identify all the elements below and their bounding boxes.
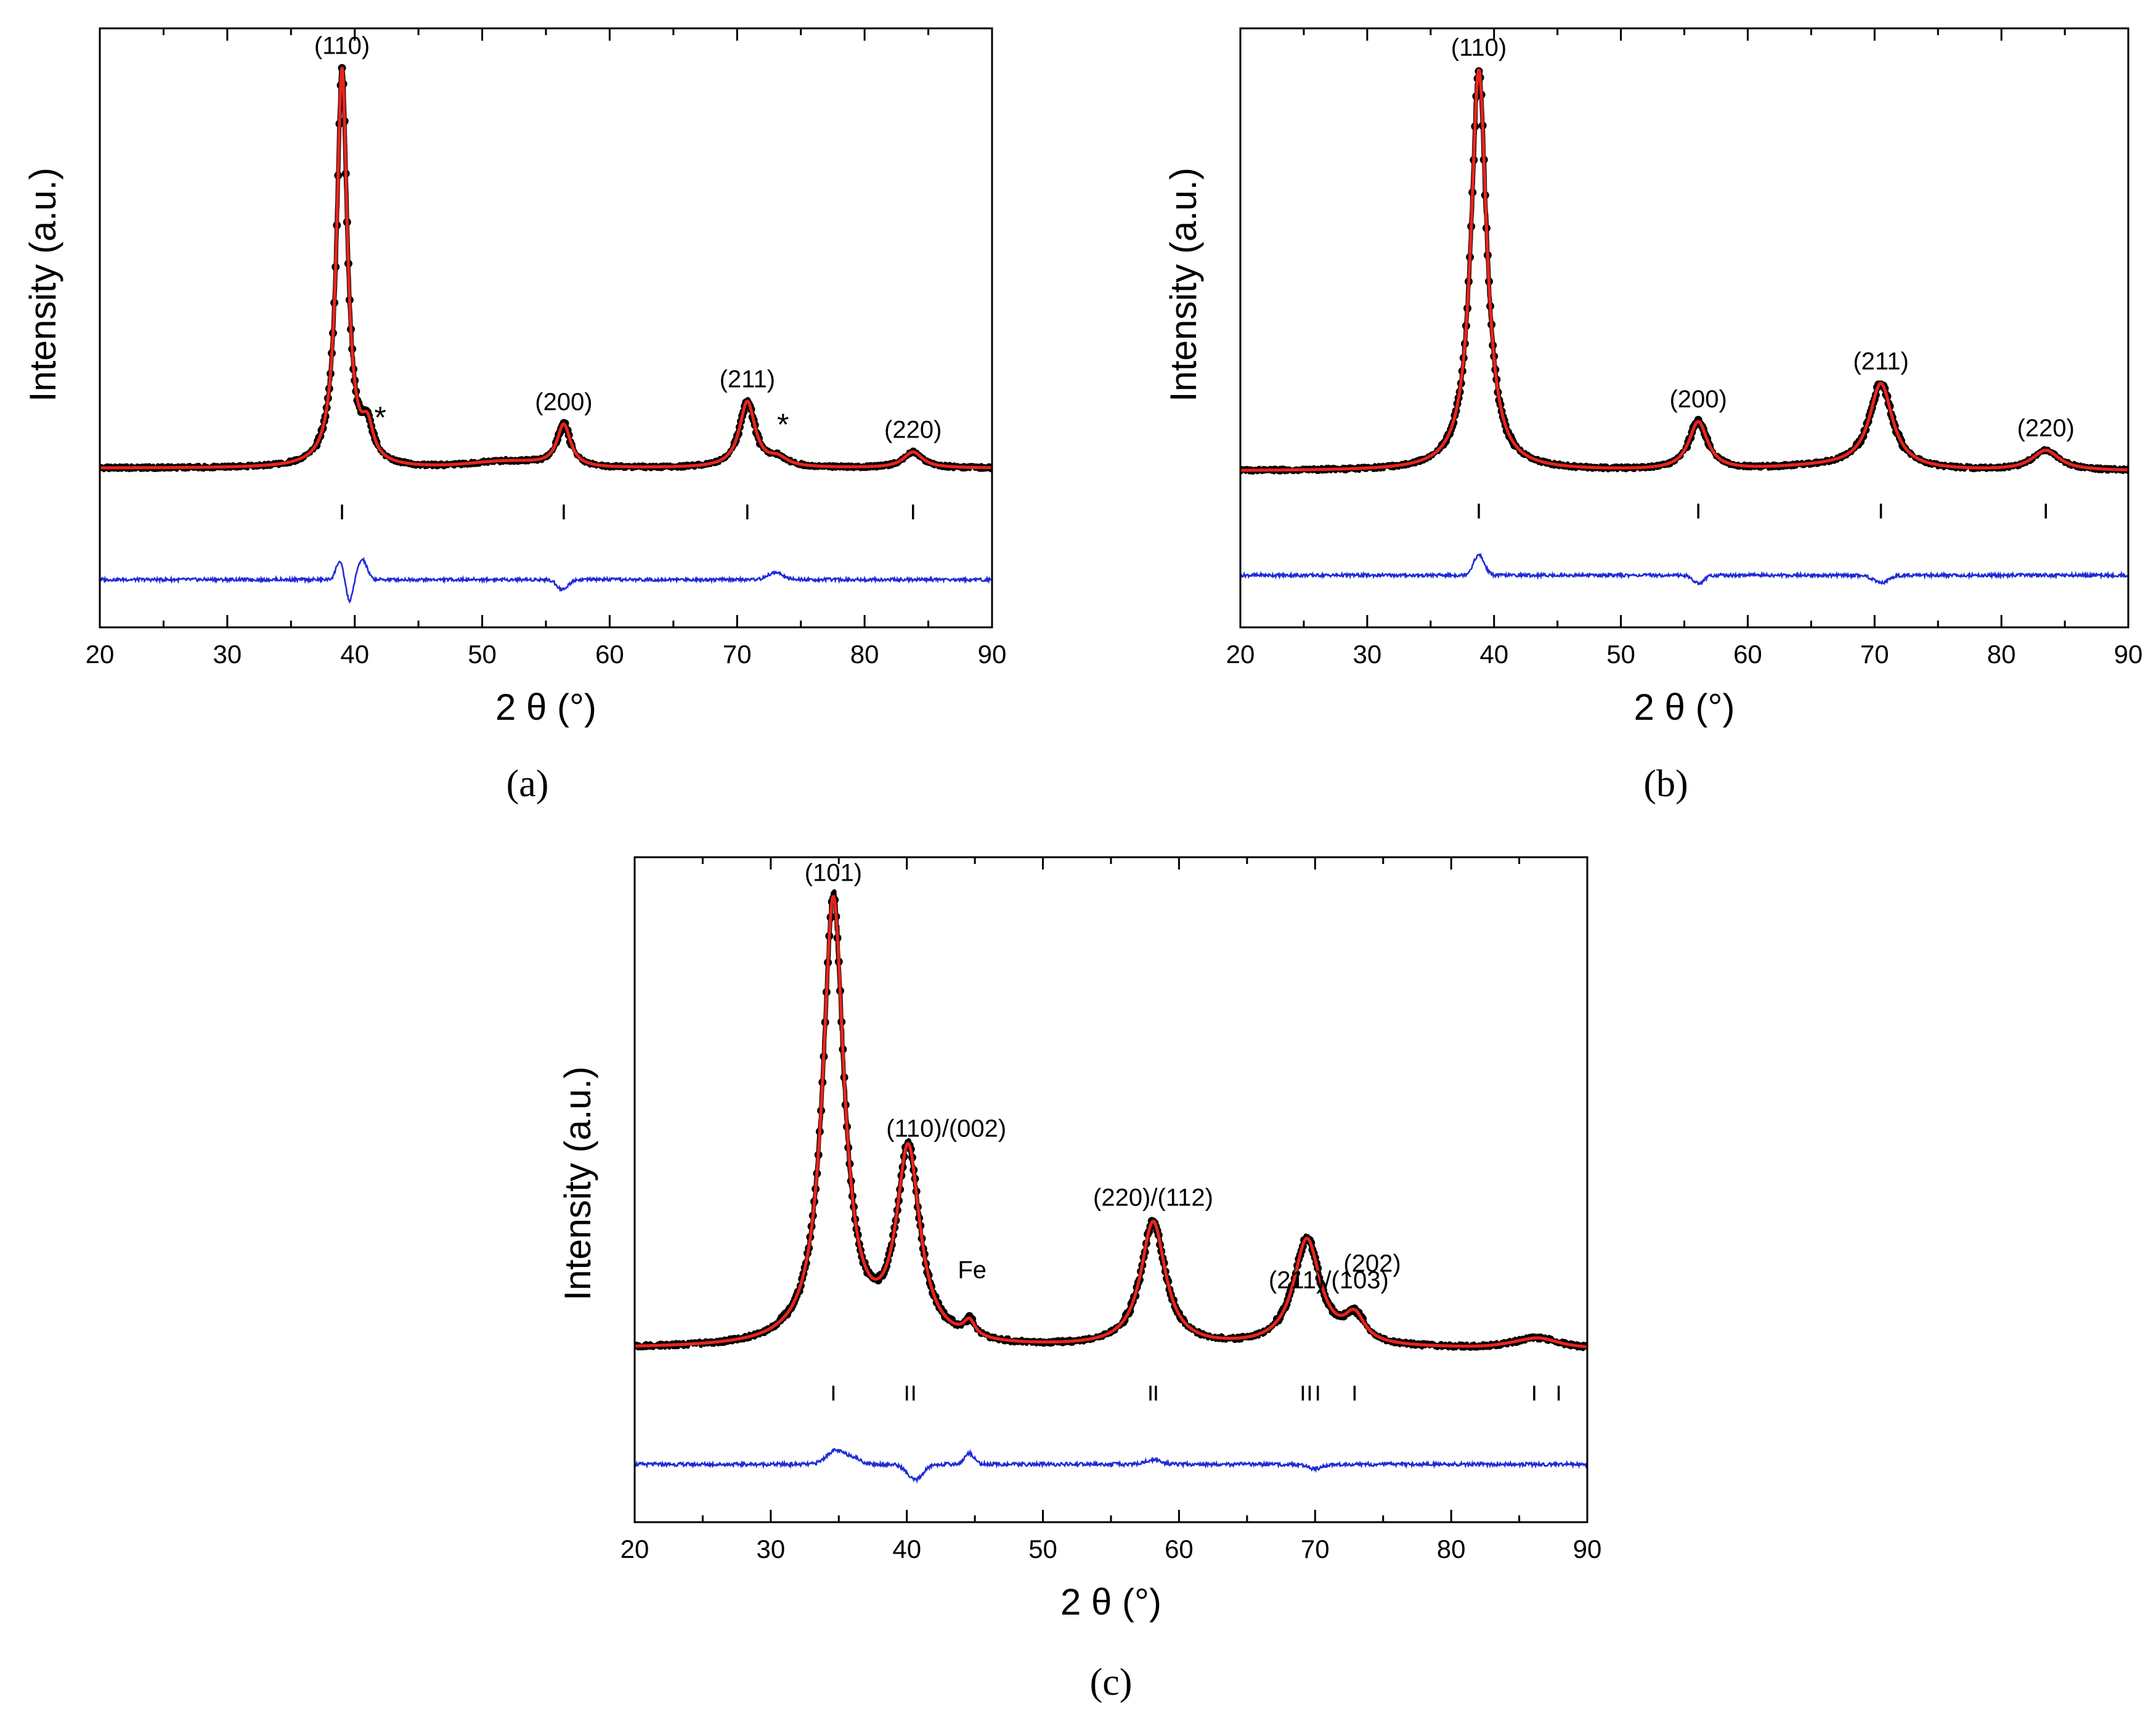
impurity-marker: *	[374, 400, 386, 434]
calculated-curve	[635, 895, 1587, 1348]
peak-label: (202)	[1343, 1250, 1401, 1277]
impurity-marker: *	[777, 407, 789, 442]
difference-curve	[1240, 552, 2128, 586]
panel-label: (b)	[1643, 763, 1688, 805]
x-tick-label: 30	[1353, 640, 1381, 669]
x-tick-label: 40	[892, 1534, 921, 1563]
x-tick-label: 50	[468, 640, 497, 669]
x-tick-label: 70	[1301, 1534, 1330, 1563]
plot-frame	[99, 27, 993, 629]
peak-label: (110)/(002)	[886, 1115, 1006, 1143]
x-tick-label: 50	[1606, 640, 1635, 669]
chart-panel-2: 20 30 40 50 60 70 80 90 2 θ (°) Intensity (a.u.) (…	[1163, 27, 2143, 805]
peak-label: (220)	[2017, 415, 2074, 442]
x-axis-title: 2 θ (°)	[1060, 1581, 1161, 1623]
y-axis-title: Intensity (a.u.)	[557, 1066, 598, 1300]
x-tick-label: 90	[2114, 640, 2143, 669]
plot-frame	[1239, 27, 2130, 629]
x-tick-label: 30	[756, 1534, 785, 1563]
x-tick-label: 90	[1573, 1534, 1602, 1563]
x-tick-label: 30	[213, 640, 242, 669]
peak-label: (110)	[314, 32, 370, 59]
x-tick-label: 40	[340, 640, 369, 669]
x-tick-label: 70	[1860, 640, 1889, 669]
peak-label: (220)/(112)	[1093, 1184, 1213, 1212]
x-tick-label: 20	[1226, 640, 1255, 669]
x-tick-label: 50	[1028, 1534, 1057, 1563]
difference-curve	[100, 556, 992, 604]
peak-label: (110)	[1451, 35, 1507, 62]
peak-label: (211)	[720, 365, 775, 393]
peak-label: (200)	[1669, 386, 1727, 413]
x-axis-title: 2 θ (°)	[1633, 687, 1735, 728]
panel-label: (a)	[506, 763, 549, 805]
x-tick-label: 60	[595, 640, 624, 669]
x-tick-label: 70	[723, 640, 752, 669]
difference-curve	[635, 1448, 1587, 1484]
x-tick-label: 80	[1437, 1534, 1466, 1563]
peak-label: (220)	[884, 417, 942, 444]
chart-panel-1: 20 30 40 50 60 70 80 90 2 θ (°) Intensity (a.u.) (…	[22, 27, 1007, 805]
x-tick-label: 20	[620, 1534, 649, 1563]
x-tick-label: 20	[86, 640, 115, 669]
y-axis-title: Intensity (a.u.)	[1163, 168, 1204, 402]
peak-label: (101)	[805, 859, 862, 886]
x-tick-label: 90	[978, 640, 1007, 669]
calculated-curve	[1240, 68, 2128, 472]
x-tick-label: 60	[1733, 640, 1762, 669]
peak-label: (211)	[1853, 348, 1908, 375]
panel-label: (c)	[1090, 1661, 1133, 1703]
x-tick-label: 80	[1987, 640, 2016, 669]
x-tick-label: 60	[1165, 1534, 1194, 1563]
peak-label: (200)	[535, 388, 592, 415]
x-axis-title: 2 θ (°)	[495, 687, 596, 728]
observed-series	[635, 889, 1587, 1351]
chart-panel-3: 20 30 40 50 60 70 80 90 2 θ (°) Intensity (a.u.) (…	[557, 856, 1602, 1703]
peak-label: Fe	[958, 1257, 986, 1284]
y-axis-title: Intensity (a.u.)	[22, 168, 63, 402]
peak-label: (211)/(103)	[1269, 1266, 1389, 1294]
x-tick-label: 40	[1479, 640, 1508, 669]
x-tick-label: 80	[850, 640, 879, 669]
observed-trace	[635, 889, 1587, 1351]
calculated-curve	[100, 67, 992, 470]
